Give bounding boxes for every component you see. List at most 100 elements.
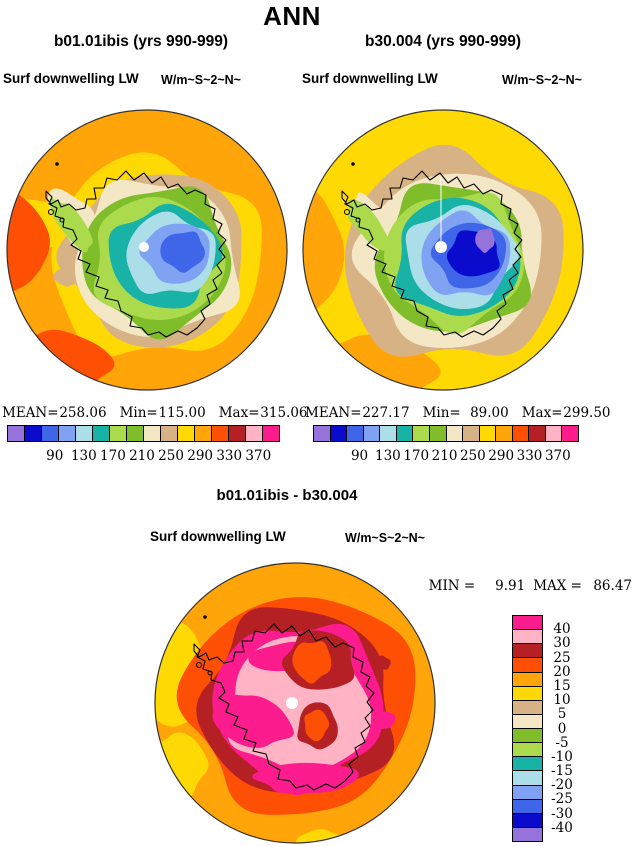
colorbar-tick-label: 330 [216,448,243,464]
colorbar-cell [528,426,545,441]
diff-legend-ticks: 40 30 25 20 15 10 5 0 -5 -10 -15 -20 -25 -30 -40 [540,615,584,842]
colorbar-cell [143,426,160,441]
colorbar-cell [395,426,413,441]
colorbar-cell [445,426,463,441]
colorbar-tick-label: 90 [350,448,369,464]
colorbar-cell [412,426,429,441]
stat-label: Max= [218,405,260,421]
stats-left: MEAN= 258.06 Min= 115.00 Max= 315.06 [2,405,321,421]
pole-dot [435,241,447,253]
colorbar-tick-label: 210 [431,448,458,464]
legend-cell [513,756,542,771]
stat-value: 258.06 [59,405,107,421]
colorbar-cell [346,426,363,441]
stat-value: 227.17 [362,405,410,421]
legend-cell [513,798,542,813]
page-title: ANN [263,1,321,31]
colorbar-tick-label: 330 [516,448,543,464]
colorbar-cell [379,426,396,441]
colorbar-cell [24,426,41,441]
field-label-left: Surf downwelling LW [3,71,139,86]
pole-dot [139,242,149,252]
legend-tick-label: 0 [557,720,567,737]
polar-map-b01-01ibis [6,109,288,391]
units-label-diff: W/m~S~2~N~ [345,531,425,545]
legend-cell [513,671,542,686]
stat-label: Max= [521,405,563,421]
colorbar-tick-label: 170 [403,448,430,464]
map-rim [154,562,436,844]
legend-tick-label: 5 [557,706,567,723]
legend-tick-label: 25 [553,649,571,666]
legend-cell [513,742,542,757]
colorbar-cell [211,426,228,441]
colorbar-cell [329,426,347,441]
legend-tick-label: -20 [551,777,573,794]
stats-diff: MIN = 9.91 MAX = 86.47 [418,578,632,594]
stat-label: Min= [119,405,158,421]
stat-value: 89.00 [470,405,509,421]
colorbar-tick-label: 370 [245,448,272,464]
panel-title-diff: b01.01ibis - b30.004 [216,487,358,504]
stat-value: 115.00 [158,405,206,421]
colorbar-cell [428,426,446,441]
colorbar-cell [544,426,562,441]
colorbar-cell [561,426,578,441]
diff-legend-bar [512,615,543,842]
contour-band [376,711,396,729]
colorbar-tick-label: 170 [100,448,126,464]
colorbar-cell [194,426,211,441]
colorbar-tick-label: 250 [158,448,184,464]
colorbar-cell [92,426,109,441]
colorbar-cell [262,426,279,441]
legend-cell [513,643,542,658]
polar-map-b30-004 [302,109,584,391]
legend-tick-label: 20 [553,663,571,680]
colorbar-left [7,425,280,442]
colorbar-ticks-left: 90 130 170 210 250 290 330 370 [7,448,280,464]
colorbar-cell [478,426,496,441]
stat-label: Min= [422,405,461,421]
colorbar-ticks-right: 90 130 170 210 250 290 330 370 [313,448,579,464]
stat-label: MAX = [533,578,582,594]
legend-cell [513,713,542,728]
legend-tick-label: 30 [553,635,571,652]
stat-value: 9.91 [495,578,526,594]
legend-cell [513,629,542,644]
units-label-left: W/m~S~2~N~ [161,73,241,87]
colorbar-cell [245,426,262,441]
colorbar-cell [228,426,245,441]
field-label-right: Surf downwelling LW [302,71,438,86]
colorbar-cell [58,426,75,441]
legend-cell [513,826,542,841]
contour-band [304,709,330,742]
stat-value: 315.06 [260,405,308,421]
panel-title-right: b30.004 (yrs 990-999) [365,33,521,50]
field-label-diff: Surf downwelling LW [150,529,286,544]
colorbar-right [313,425,579,442]
legend-tick-label: 10 [553,692,571,709]
legend-cell [513,657,542,672]
legend-tick-label: -30 [551,805,573,822]
legend-tick-label: 40 [553,621,571,638]
legend-tick-label: 15 [553,677,571,694]
contour-band [303,179,345,316]
colorbar-tick-label: 290 [488,448,515,464]
legend-cell [513,699,542,714]
colorbar-tick-label: 250 [459,448,486,464]
contour-band [7,186,50,293]
stat-label: MEAN= [2,405,59,421]
stats-right: MEAN= 227.17 Min= 89.00 Max= 299.50 [305,405,624,421]
colorbar-tick-label: 290 [187,448,214,464]
colorbar-cell [495,426,512,441]
pole-dot [286,697,298,709]
contour-band [475,228,495,254]
legend-tick-label: -10 [551,748,573,765]
legend-tick-label: -5 [555,734,569,751]
contour-band [49,198,93,253]
colorbar-cell [126,426,143,441]
legend-cell [513,784,542,799]
legend-cell [513,685,542,700]
legend-cell [513,812,542,827]
